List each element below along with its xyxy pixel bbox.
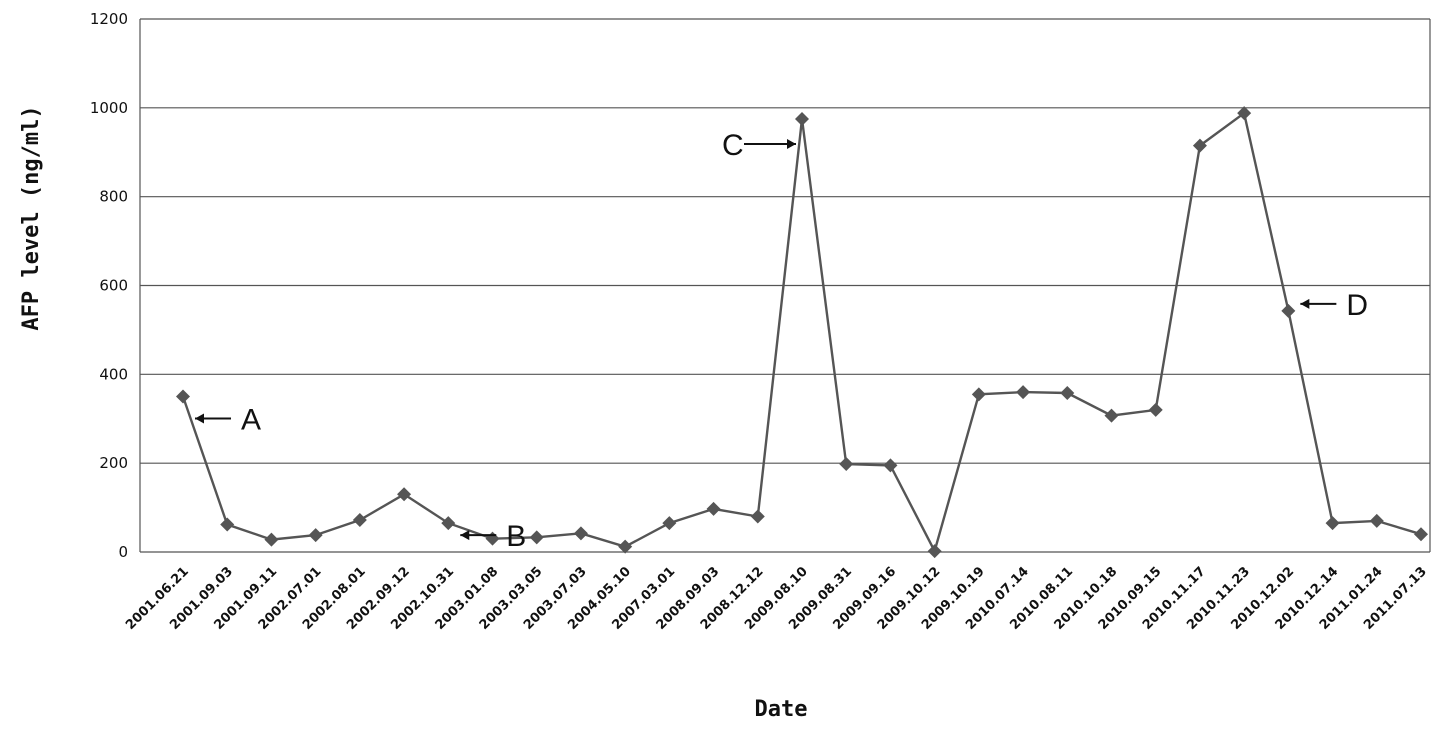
- annotation: D: [1300, 289, 1368, 322]
- data-point: [1104, 408, 1119, 423]
- y-tick-label: 1000: [90, 99, 128, 117]
- data-point: [971, 387, 986, 402]
- y-tick-labels: 0 200 400 600 800 1000 1200: [90, 10, 128, 561]
- data-point: [883, 458, 898, 473]
- y-tick-label: 400: [99, 365, 128, 383]
- data-point: [750, 509, 765, 524]
- data-point: [485, 531, 500, 546]
- data-point: [220, 517, 235, 532]
- gridlines: [139, 18, 1431, 553]
- x-axis-title: Date: [755, 697, 808, 722]
- data-point: [352, 513, 367, 528]
- y-tick-label: 0: [118, 543, 128, 561]
- series-line: [181, 111, 1422, 555]
- annotation: C: [722, 129, 796, 162]
- data-point: [573, 526, 588, 541]
- data-point: [927, 544, 942, 559]
- x-tick-labels: 2001.06.212001.09.032001.09.112002.07.01…: [123, 564, 1430, 633]
- annotation-arrow-head: [460, 530, 470, 541]
- data-point: [1016, 385, 1031, 400]
- annotation-label: D: [1346, 289, 1368, 322]
- annotation-arrow-head: [1300, 298, 1310, 309]
- y-tick-label: 200: [99, 454, 128, 472]
- annotation-label: B: [506, 520, 526, 553]
- data-point: [308, 528, 323, 543]
- data-point: [618, 539, 633, 554]
- data-point: [1148, 402, 1163, 417]
- data-point: [839, 457, 854, 472]
- annotations: A B C D: [195, 129, 1368, 553]
- data-point: [1281, 303, 1296, 318]
- annotation-arrow-head: [195, 413, 204, 424]
- data-point: [1325, 516, 1340, 531]
- data-point: [264, 532, 279, 547]
- annotation-label: C: [722, 129, 744, 162]
- data-point: [529, 530, 544, 545]
- data-point: [1237, 106, 1252, 121]
- data-point: [1369, 513, 1384, 528]
- annotation: B: [460, 520, 526, 553]
- data-point: [662, 516, 677, 531]
- data-point: [1060, 385, 1075, 400]
- annotation-label: A: [241, 404, 261, 437]
- data-point: [176, 389, 190, 404]
- data-point: [1192, 138, 1207, 153]
- y-axis-title: AFP level (ng/ml): [19, 105, 44, 330]
- data-point: [397, 487, 412, 502]
- data-point: [706, 501, 721, 516]
- data-point: [441, 516, 456, 531]
- data-point: [795, 111, 809, 126]
- y-tick-label: 1200: [90, 10, 128, 28]
- y-tick-label: 600: [99, 277, 128, 295]
- y-tick-label: 800: [99, 188, 128, 206]
- annotation-arrow-head: [787, 138, 796, 149]
- data-point: [1414, 527, 1428, 542]
- annotation: A: [195, 404, 261, 437]
- series-layer: [176, 106, 1428, 559]
